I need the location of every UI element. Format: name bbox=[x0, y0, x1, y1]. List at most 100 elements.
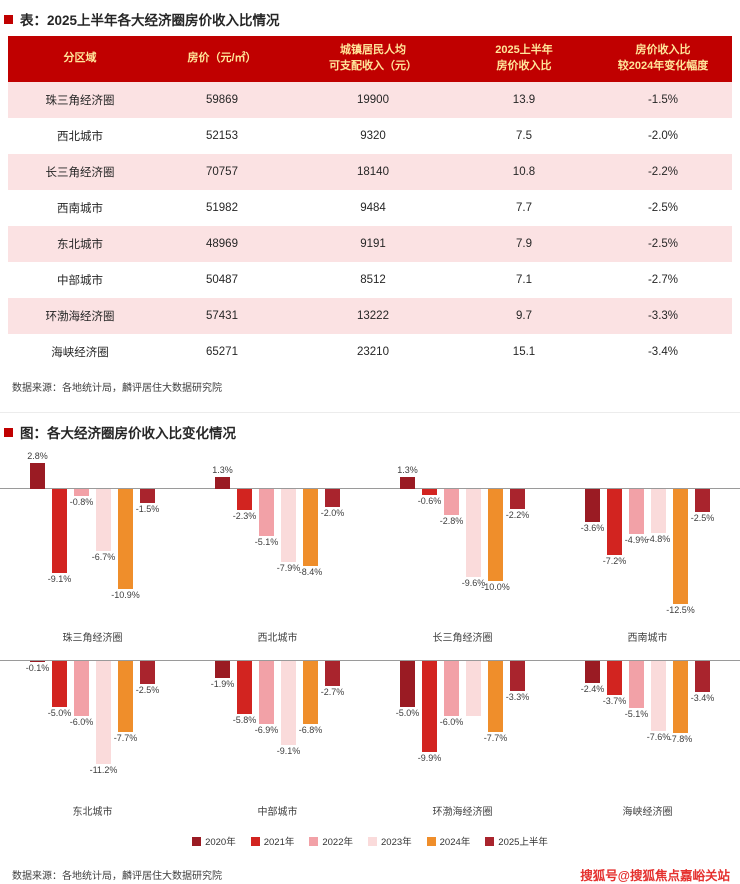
legend-label: 2024年 bbox=[439, 837, 471, 848]
table-cell: 52153 bbox=[152, 118, 292, 154]
table-body: 珠三角经济圈 59869 19900 13.9 -1.5% 西北城市 52153 9320 7.… bbox=[8, 82, 732, 370]
legend-label: 2020年 bbox=[205, 837, 236, 848]
bar bbox=[281, 489, 296, 562]
table-cell: 环渤海经济圈 bbox=[8, 298, 152, 334]
bar-value-label: -5.1% bbox=[624, 708, 649, 719]
table-cell: 23210 bbox=[292, 334, 454, 370]
bar bbox=[259, 489, 274, 536]
table-cell: 中部城市 bbox=[8, 262, 152, 298]
table-row: 珠三角经济圈 59869 19900 13.9 -1.5% bbox=[8, 82, 732, 118]
table-cell: -2.7% bbox=[594, 262, 732, 298]
table-cell: 65271 bbox=[152, 334, 292, 370]
legend-swatch-icon bbox=[192, 836, 202, 846]
table-header-cell: 分区域 bbox=[8, 36, 152, 82]
table-cell: 8512 bbox=[292, 262, 454, 298]
legend-item: 2024年 bbox=[426, 834, 471, 848]
chart-row-1-groups: 2.8% -9.1% -0.8% -6.7% -10.9% -1.5% 珠三角经济圈 1.3%… bbox=[0, 449, 740, 647]
bar-value-label: -1.9% bbox=[210, 679, 235, 690]
table-cell: 10.8 bbox=[454, 154, 594, 190]
bar bbox=[607, 661, 622, 696]
bar-value-label: -6.0% bbox=[69, 717, 94, 728]
legend-item: 2021年 bbox=[250, 834, 295, 848]
chart-group-label: 东北城市 bbox=[72, 807, 113, 818]
bar bbox=[607, 489, 622, 556]
bar-value-label: -0.8% bbox=[69, 497, 94, 508]
bar-value-label: -7.6% bbox=[646, 731, 671, 742]
table-cell: 13222 bbox=[292, 298, 454, 334]
table-cell: 长三角经济圈 bbox=[8, 154, 152, 190]
chart-section-title: 图：各大经济圈房价收入比变化情况 bbox=[20, 426, 236, 441]
bar-value-label: -5.0% bbox=[47, 708, 72, 718]
bar bbox=[215, 661, 230, 679]
bar-value-label: -4.9% bbox=[624, 535, 649, 546]
bar-value-label: -2.4% bbox=[580, 684, 605, 695]
bar bbox=[52, 661, 67, 707]
bar-value-label: -6.9% bbox=[254, 725, 279, 736]
bar bbox=[237, 489, 252, 511]
bar bbox=[140, 489, 155, 503]
table-cell: 18140 bbox=[292, 154, 454, 190]
bar bbox=[303, 661, 318, 724]
bar bbox=[510, 661, 525, 692]
table-section-header: 表：2025上半年各大经济圈房价收入比情况 bbox=[0, 0, 740, 36]
bar-value-label: 2.8% bbox=[27, 451, 48, 462]
bar-value-label: -7.9% bbox=[276, 562, 301, 573]
chart-group: 1.3% -2.3% -5.1% -7.9% -8.4% -2.0% 西北城市 bbox=[185, 449, 370, 647]
table-cell: -1.5% bbox=[594, 82, 732, 118]
bar-value-label: -6.8% bbox=[298, 724, 323, 735]
table-cell: 9191 bbox=[292, 226, 454, 262]
legend-item: 2025上半年 bbox=[485, 834, 548, 848]
bar-value-label: 1.3% bbox=[397, 465, 418, 476]
chart-group-label: 中部城市 bbox=[257, 807, 298, 818]
legend-swatch-icon bbox=[250, 836, 260, 846]
data-table: 分区域 房价（元/㎡） 城镇居民人均 可支配收入（元） 2025上半年 房价收入比 房价… bbox=[8, 36, 732, 370]
chart-group-label: 西南城市 bbox=[627, 633, 668, 644]
bar bbox=[30, 661, 45, 662]
table-cell: 51982 bbox=[152, 190, 292, 226]
bar-value-label: -5.0% bbox=[395, 708, 420, 718]
table-cell: -2.2% bbox=[594, 154, 732, 190]
table-cell: 7.7 bbox=[454, 190, 594, 226]
bar bbox=[422, 489, 437, 495]
table-row: 环渤海经济圈 57431 13222 9.7 -3.3% bbox=[8, 298, 732, 334]
table-cell: 9320 bbox=[292, 118, 454, 154]
table-cell: 19900 bbox=[292, 82, 454, 118]
bar-value-label: -7.7% bbox=[483, 732, 508, 743]
table-cell: -3.3% bbox=[594, 298, 732, 334]
table-cell: 9.7 bbox=[454, 298, 594, 334]
legend-item: 2020年 bbox=[192, 834, 236, 848]
bar-value-label: -11.2% bbox=[89, 765, 118, 776]
bar-value-label: -5.1% bbox=[254, 536, 279, 547]
bar bbox=[325, 661, 340, 686]
chart-group: 2.8% -9.1% -0.8% -6.7% -10.9% -1.5% 珠三角经济圈 bbox=[0, 449, 185, 647]
bar bbox=[629, 489, 644, 535]
red-square-bullet-icon bbox=[4, 427, 13, 437]
chart-group-label: 环渤海经济圈 bbox=[432, 807, 493, 818]
bar bbox=[585, 489, 600, 523]
bar bbox=[629, 661, 644, 708]
table-header-cell: 房价收入比 较2024年变化幅度 bbox=[594, 36, 732, 82]
bar bbox=[237, 661, 252, 715]
legend-label: 2021年 bbox=[263, 837, 295, 848]
bar bbox=[96, 661, 111, 765]
bar-value-label: -3.4% bbox=[690, 693, 715, 704]
bar-value-label: -2.3% bbox=[232, 511, 257, 522]
chart-group: -3.6% -7.2% -4.9% -4.8% -12.5% -2.5% 西南城市 bbox=[555, 449, 740, 647]
chart-row-2-groups: -0.1% -5.0% -6.0% -11.2% -7.7% -2.5% 东北城市 -1.9%… bbox=[0, 647, 740, 821]
legend-label: 2022年 bbox=[322, 837, 353, 848]
bar-value-label: -3.3% bbox=[505, 692, 530, 703]
bar-value-label: -6.7% bbox=[91, 551, 116, 562]
bar-value-label: -2.7% bbox=[320, 686, 345, 697]
legend-label: 2025上半年 bbox=[498, 837, 548, 848]
table-cell: 西北城市 bbox=[8, 118, 152, 154]
table-cell: 13.9 bbox=[454, 82, 594, 118]
red-square-bullet-icon bbox=[4, 14, 13, 24]
bar-value-label: 1.3% bbox=[212, 465, 233, 476]
bar bbox=[96, 489, 111, 551]
chart-section: 图：各大经济圈房价收入比变化情况 2.8% -9.1% -0.8% -6.7% -10.… bbox=[0, 412, 740, 851]
bar-value-label: -1.5% bbox=[135, 503, 160, 514]
bar bbox=[74, 489, 89, 497]
bar-value-label: -2.8% bbox=[439, 515, 464, 526]
table-cell: 西南城市 bbox=[8, 190, 152, 226]
zero-baseline bbox=[0, 488, 740, 489]
